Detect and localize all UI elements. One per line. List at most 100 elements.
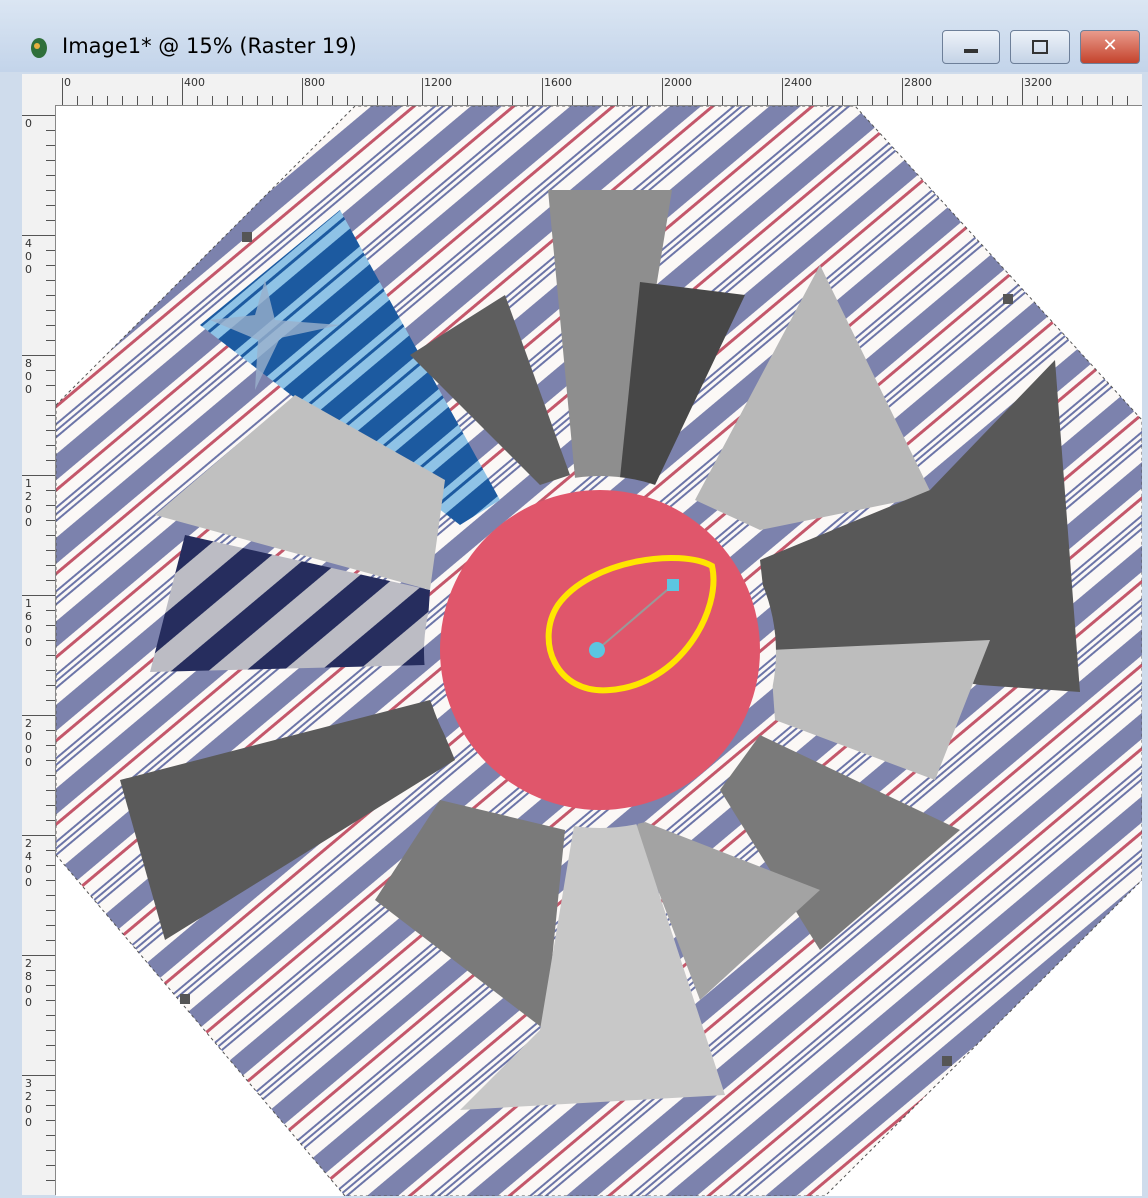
- ruler-tick: [46, 490, 55, 491]
- blade: [695, 265, 932, 530]
- blade: [120, 700, 455, 940]
- bound-handle[interactable]: [942, 1056, 952, 1066]
- ruler-tick: [452, 96, 453, 105]
- ruler-tick: [46, 880, 55, 881]
- handle[interactable]: [589, 642, 605, 658]
- maximize-button[interactable]: [1010, 30, 1070, 64]
- ruler-tick: [962, 96, 963, 105]
- ruler-tick: [46, 760, 55, 761]
- blade: [155, 395, 445, 590]
- ruler-tick: [437, 96, 438, 105]
- ruler-tick: [257, 96, 258, 105]
- ruler-tick: [707, 96, 708, 105]
- ruler-tick: [22, 715, 55, 716]
- ruler-tick: [527, 96, 528, 105]
- handle[interactable]: [667, 579, 679, 591]
- blade: [760, 360, 1080, 692]
- ruler-label: 2400: [784, 76, 812, 89]
- ruler-tick: [46, 145, 55, 146]
- ruler-tick: [46, 205, 55, 206]
- ruler-tick: [46, 670, 55, 671]
- ruler-tick: [572, 96, 573, 105]
- ruler-label: 0: [64, 76, 71, 89]
- ruler-tick: [677, 96, 678, 105]
- ruler-tick: [467, 96, 468, 105]
- ruler-tick: [317, 96, 318, 105]
- ruler-tick: [46, 1180, 55, 1181]
- ruler-tick: [46, 640, 55, 641]
- blade: [620, 282, 745, 485]
- blade: [150, 535, 430, 672]
- ruler-tick: [46, 1105, 55, 1106]
- ruler-tick: [22, 835, 55, 836]
- ruler-label: 1200: [25, 477, 32, 529]
- ruler-tick: [46, 430, 55, 431]
- ruler-tick: [917, 96, 918, 105]
- ruler-tick: [842, 96, 843, 105]
- ruler-tick: [46, 685, 55, 686]
- ruler-tick: [212, 96, 213, 105]
- left-ruler: 0 400 800 1200 1600 2000 2400 2800 3200: [22, 105, 56, 1195]
- ruler-tick: [587, 96, 588, 105]
- ruler-tick: [362, 96, 363, 105]
- ruler-tick: [46, 160, 55, 161]
- ruler-tick: [46, 790, 55, 791]
- minimize-button[interactable]: [942, 30, 1000, 64]
- ruler-tick: [46, 1045, 55, 1046]
- ruler-tick: [46, 610, 55, 611]
- ruler-tick: [46, 970, 55, 971]
- ruler-tick: [812, 96, 813, 105]
- bound-handle[interactable]: [242, 232, 252, 242]
- ruler-tick: [46, 820, 55, 821]
- ruler-tick: [46, 700, 55, 701]
- ruler-tick: [1097, 96, 1098, 105]
- blade: [548, 190, 672, 478]
- blade: [410, 295, 570, 485]
- ruler-tick: [782, 78, 783, 105]
- ruler-tick: [46, 370, 55, 371]
- ruler-tick: [46, 865, 55, 866]
- ruler-tick: [46, 1120, 55, 1121]
- close-button[interactable]: ✕: [1080, 30, 1140, 64]
- star: [210, 280, 340, 390]
- ruler-tick: [857, 96, 858, 105]
- ruler-label: 400: [25, 237, 32, 276]
- ruler-tick: [46, 400, 55, 401]
- ruler-label: 2000: [25, 717, 32, 769]
- app-icon: [31, 38, 47, 58]
- ruler-tick: [197, 96, 198, 105]
- blade: [770, 640, 990, 780]
- ruler-tick: [827, 96, 828, 105]
- ruler-tick: [182, 78, 183, 105]
- ruler-tick: [1127, 96, 1128, 105]
- ruler-tick: [22, 595, 55, 596]
- ruler-tick: [377, 96, 378, 105]
- ruler-tick: [887, 96, 888, 105]
- ruler-tick: [797, 96, 798, 105]
- ruler-tick: [872, 96, 873, 105]
- ruler-label: 800: [304, 76, 325, 89]
- ruler-tick: [692, 96, 693, 105]
- bound-handle[interactable]: [1003, 294, 1013, 304]
- ruler-tick: [167, 96, 168, 105]
- ruler-tick: [932, 96, 933, 105]
- ruler-tick: [542, 78, 543, 105]
- leaf-outline: [545, 554, 717, 694]
- ruler-tick: [46, 250, 55, 251]
- ruler-tick: [332, 96, 333, 105]
- ruler-tick: [242, 96, 243, 105]
- ruler-tick: [947, 96, 948, 105]
- blade: [460, 820, 725, 1110]
- ruler-tick: [22, 235, 55, 236]
- ruler-tick: [46, 325, 55, 326]
- ruler-tick: [92, 96, 93, 105]
- ruler-label: 400: [184, 76, 205, 89]
- bound-handle[interactable]: [180, 994, 190, 1004]
- ruler-tick: [22, 355, 55, 356]
- ruler-tick: [647, 96, 648, 105]
- ruler-tick: [632, 96, 633, 105]
- ruler-tick: [22, 1075, 55, 1076]
- ruler-tick: [46, 550, 55, 551]
- ruler-tick: [1082, 96, 1083, 105]
